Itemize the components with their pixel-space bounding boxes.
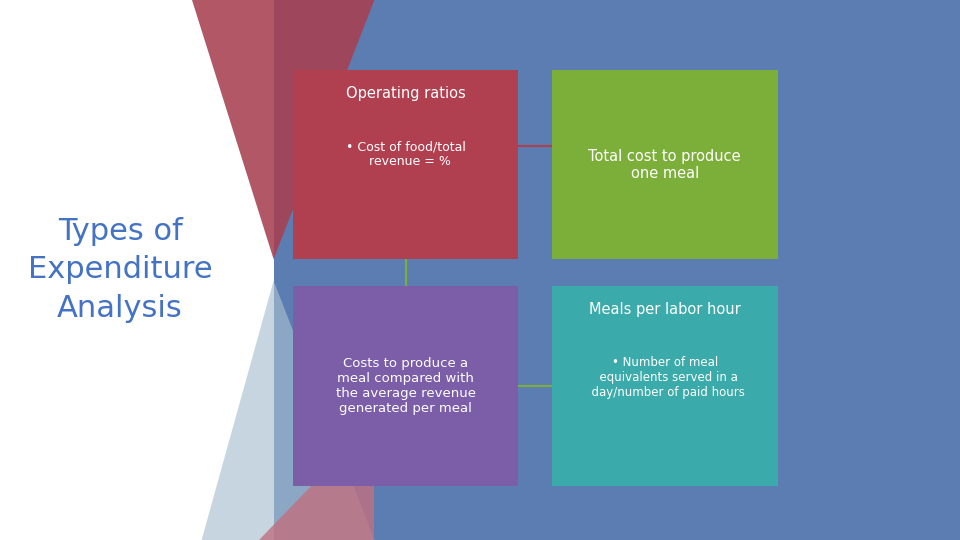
- Polygon shape: [259, 421, 374, 540]
- Polygon shape: [202, 281, 374, 540]
- FancyBboxPatch shape: [0, 0, 274, 540]
- FancyBboxPatch shape: [552, 70, 778, 259]
- Text: Costs to produce a
meal compared with
the average revenue
generated per meal: Costs to produce a meal compared with th…: [336, 357, 475, 415]
- Text: Meals per labor hour: Meals per labor hour: [588, 302, 741, 318]
- Text: • Number of meal
  equivalents served in a
  day/number of paid hours: • Number of meal equivalents served in a…: [585, 356, 745, 400]
- Text: Total cost to produce
one meal: Total cost to produce one meal: [588, 148, 741, 181]
- FancyBboxPatch shape: [293, 286, 518, 486]
- Text: Operating ratios: Operating ratios: [346, 86, 466, 102]
- FancyBboxPatch shape: [552, 286, 778, 486]
- FancyBboxPatch shape: [293, 70, 518, 259]
- Polygon shape: [192, 0, 374, 259]
- Text: • Cost of food/total
  revenue = %: • Cost of food/total revenue = %: [346, 140, 466, 168]
- Text: Types of
Expenditure
Analysis: Types of Expenditure Analysis: [28, 217, 212, 323]
